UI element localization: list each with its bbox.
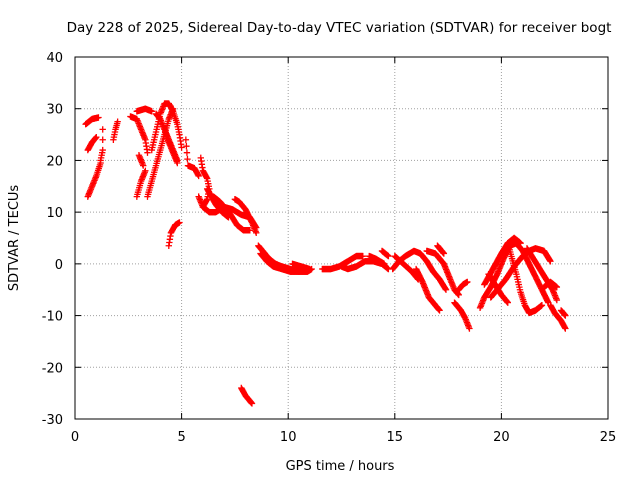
data-point xyxy=(225,214,232,221)
data-point xyxy=(93,133,100,141)
data-point xyxy=(253,229,260,237)
data-point xyxy=(464,278,471,286)
data-point xyxy=(553,296,561,304)
x-tick-label: 0 xyxy=(71,430,79,445)
data-point xyxy=(95,114,102,121)
data-point xyxy=(182,136,190,143)
data-point xyxy=(306,265,313,273)
x-tick-label: 20 xyxy=(493,430,510,445)
data-point xyxy=(174,159,181,167)
data-point xyxy=(248,400,256,407)
y-tick-label: 20 xyxy=(46,154,63,169)
y-tick-label: 0 xyxy=(55,258,63,273)
y-tick-label: -10 xyxy=(42,310,63,325)
data-point xyxy=(442,286,450,293)
x-tick-label: 10 xyxy=(280,430,297,445)
data-point xyxy=(184,155,191,163)
data-point xyxy=(440,250,448,257)
data-point xyxy=(144,149,151,156)
data-point xyxy=(99,136,106,143)
y-tick-label: -30 xyxy=(42,413,63,428)
data-point xyxy=(295,268,303,275)
chart-title: Day 228 of 2025, Sidereal Day-to-day VTE… xyxy=(67,20,612,36)
data-point xyxy=(466,325,473,332)
data-point xyxy=(195,172,202,180)
y-tick-label: 10 xyxy=(46,206,63,221)
data-point xyxy=(140,162,147,169)
data-point xyxy=(148,108,155,115)
y-tick-label: 30 xyxy=(46,103,63,118)
data-point xyxy=(547,258,554,265)
data-point xyxy=(380,260,388,268)
y-tick-label: 40 xyxy=(46,51,63,66)
axis-ticks: 0 5 10 15 20 25 -30 -20 -10 0 10 20 30 40 xyxy=(42,51,617,445)
data-point xyxy=(142,167,149,174)
data-point xyxy=(504,299,511,306)
data-point xyxy=(178,144,185,151)
data-point xyxy=(538,302,546,309)
data-point xyxy=(359,252,367,260)
data-point xyxy=(553,283,561,291)
data-points xyxy=(82,100,569,407)
data-point xyxy=(183,143,190,150)
data-point xyxy=(114,118,121,125)
y-axis-label: SDTVAR / TECUs xyxy=(7,185,22,292)
data-point xyxy=(183,149,191,156)
data-point xyxy=(562,312,569,319)
x-tick-label: 15 xyxy=(387,430,404,445)
plot-frame xyxy=(74,56,609,420)
data-point xyxy=(562,325,569,332)
x-tick-label: 5 xyxy=(177,430,185,445)
data-point xyxy=(385,252,392,260)
data-point xyxy=(99,146,106,154)
data-point xyxy=(517,239,524,247)
data-point xyxy=(176,219,183,226)
data-point xyxy=(99,126,106,133)
x-axis-label: GPS time / hours xyxy=(286,459,395,474)
x-tick-label: 25 xyxy=(600,430,617,445)
data-point xyxy=(436,307,443,314)
y-tick-label: -20 xyxy=(42,361,63,376)
